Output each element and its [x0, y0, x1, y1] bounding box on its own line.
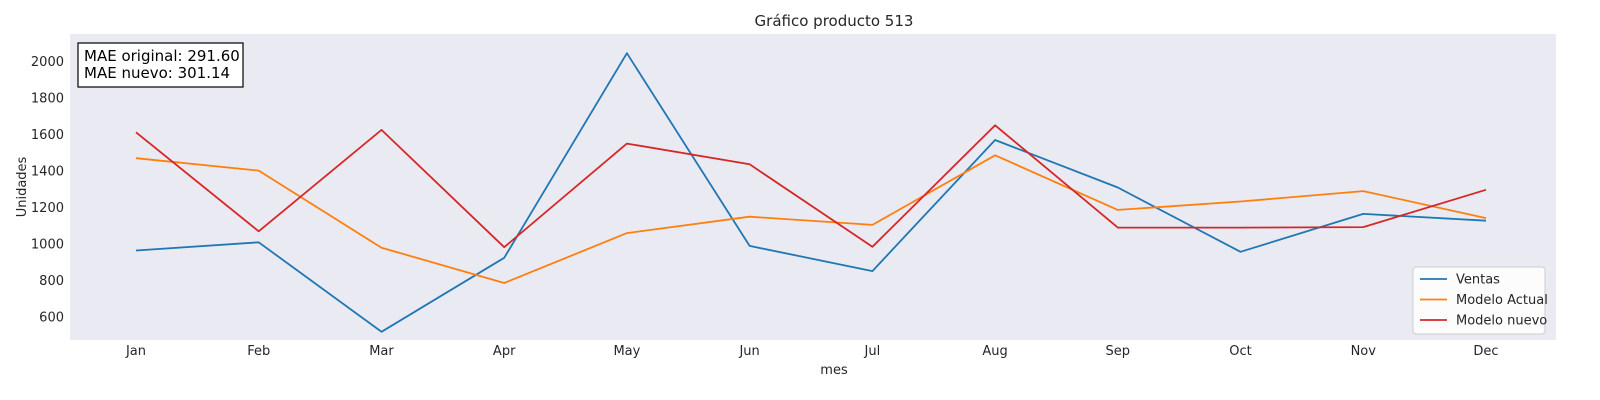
mae-nuevo-text: MAE nuevo: 301.14 — [84, 64, 230, 82]
mae-annotation-box: MAE original: 291.60 MAE nuevo: 301.14 — [77, 42, 244, 88]
legend-label: Modelo nuevo — [1456, 314, 1547, 329]
y-tick-label: 1800 — [31, 91, 64, 106]
y-tick-label: 2000 — [31, 55, 64, 70]
x-tick-label: Apr — [493, 344, 516, 359]
x-tick-label: Nov — [1351, 344, 1377, 359]
x-tick-label: Feb — [247, 344, 270, 359]
y-tick-label: 1000 — [31, 238, 64, 253]
series-line-modelo-nuevo — [135, 124, 1487, 249]
x-tick-label: Aug — [982, 344, 1007, 359]
y-tick-label: 800 — [39, 274, 64, 289]
x-tick-label: Jun — [738, 344, 759, 359]
legend: Ventas Modelo Actual Modelo nuevo — [1412, 266, 1548, 335]
y-axis: 600 800 1000 1200 1400 1600 1800 2000 — [31, 55, 64, 326]
series-line-modelo-actual — [135, 154, 1487, 284]
x-tick-label: Oct — [1229, 344, 1251, 359]
mae-original-text: MAE original: 291.60 — [84, 47, 240, 65]
series-layer — [135, 52, 1487, 333]
x-axis: Jan Feb Mar Apr May Jun Jul Aug Sep Oct Nov Dec — [125, 344, 1499, 359]
y-tick-label: 600 — [39, 311, 64, 326]
x-tick-label: Sep — [1106, 344, 1131, 359]
x-tick-label: Mar — [369, 344, 394, 359]
legend-label: Modelo Actual — [1456, 293, 1548, 308]
y-axis-label: Unidades — [15, 156, 30, 217]
y-tick-label: 1400 — [31, 165, 64, 180]
y-tick-label: 1600 — [31, 128, 64, 143]
x-tick-label: Jan — [125, 344, 146, 359]
chart-title: Gráfico producto 513 — [755, 12, 914, 30]
x-tick-label: May — [613, 344, 640, 359]
series-line-ventas — [135, 52, 1487, 333]
x-tick-label: Dec — [1473, 344, 1498, 359]
x-tick-label: Jul — [864, 344, 881, 359]
x-axis-label: mes — [820, 363, 848, 378]
legend-label: Ventas — [1456, 273, 1500, 288]
plot-area — [70, 34, 1556, 340]
y-tick-label: 1200 — [31, 201, 64, 216]
